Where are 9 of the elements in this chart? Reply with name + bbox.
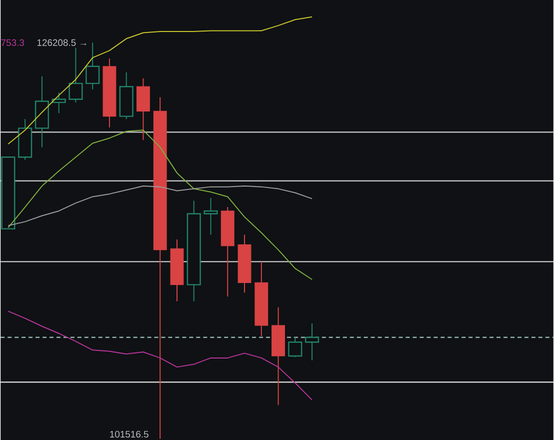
candlestick [52, 92, 66, 114]
candlestick [68, 47, 83, 103]
candlestick [305, 322, 320, 361]
candlestick [86, 42, 100, 90]
annotation: 126208.5 → [37, 39, 86, 46]
annotation: 753.3 [1, 39, 24, 46]
candlestick [204, 197, 218, 236]
annotation: 101516.5 [110, 430, 148, 438]
candlestick [288, 336, 302, 358]
